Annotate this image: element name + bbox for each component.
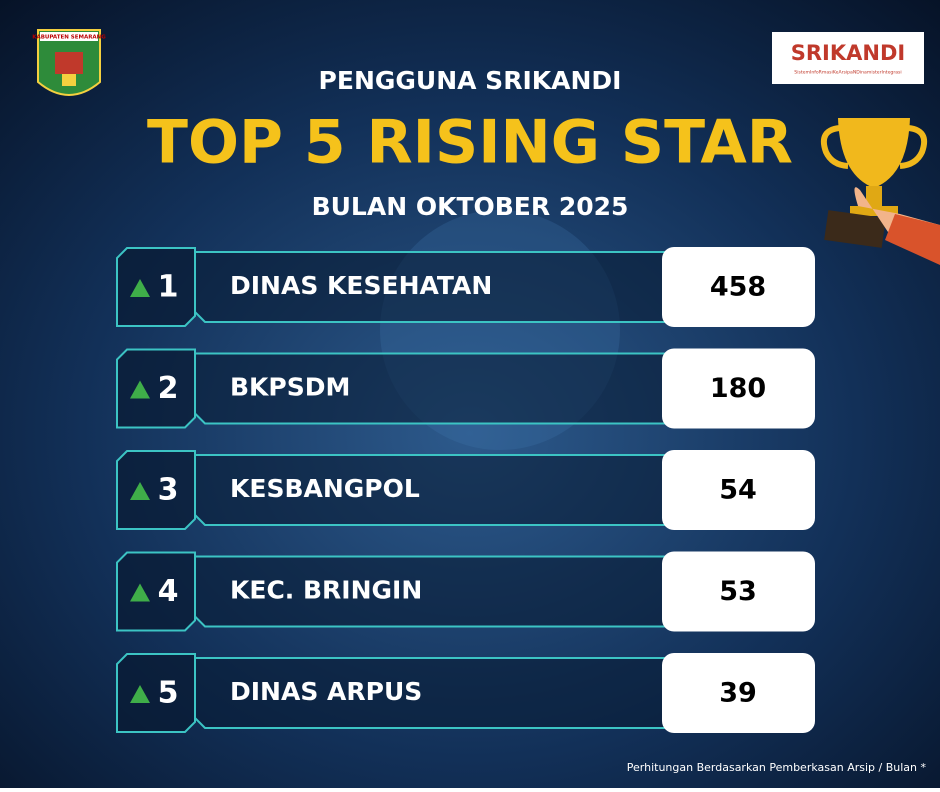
rank-number: 2: [158, 371, 179, 406]
rise-arrow: [130, 380, 150, 399]
right-logo: SRIKANDI SistemInfoRmasiKeArsipaNDinamis…: [772, 32, 924, 84]
value-box: [662, 247, 815, 327]
value-box: [662, 450, 815, 530]
trophy-icon: [820, 118, 940, 265]
department-name: KESBANGPOL: [230, 474, 420, 503]
rise-arrow: [130, 685, 150, 703]
rank-number: 1: [158, 270, 179, 305]
left-logo-text: KABUPATEN SEMARANG: [32, 35, 106, 41]
rank-number: 3: [158, 473, 179, 508]
rise-arrow: [130, 482, 150, 500]
user-count: 39: [719, 678, 757, 709]
department-name: DINAS KESEHATAN: [230, 271, 492, 300]
ranking-row: 4 KEC. BRINGIN 53: [116, 551, 815, 632]
ranking-row: 2 BKPSDM 180: [116, 348, 815, 429]
rank-number: 4: [158, 574, 179, 609]
footnote: Perhitungan Berdasarkan Pemberkasan Arsi…: [627, 761, 927, 774]
period: BULAN OKTOBER 2025: [312, 192, 629, 221]
department-name: KEC. BRINGIN: [230, 576, 422, 605]
ranking-list: 1 DINAS KESEHATAN 458 2 BKPSDM 180 3 KESBANGPOL…: [116, 247, 815, 733]
department-name: DINAS ARPUS: [230, 677, 422, 706]
department-name: BKPSDM: [230, 373, 350, 402]
rank-box: [116, 551, 196, 632]
user-count: 458: [710, 272, 766, 303]
subtitle: PENGGUNA SRIKANDI: [319, 66, 622, 95]
ranking-row: 5 DINAS ARPUS 39: [116, 653, 815, 733]
title: TOP 5 RISING STAR: [147, 108, 793, 178]
user-count: 53: [719, 576, 757, 607]
rank-box: [116, 450, 196, 530]
ranking-row: 3 KESBANGPOL 54: [116, 450, 815, 530]
left-logo: KABUPATEN SEMARANG: [32, 29, 106, 96]
rank-box: [116, 348, 196, 429]
value-box: [662, 551, 815, 632]
user-count: 180: [710, 373, 766, 404]
rise-arrow: [130, 279, 150, 297]
rank-number: 5: [158, 676, 179, 711]
rank-box: [116, 247, 196, 327]
rise-arrow: [130, 583, 150, 602]
value-box: [662, 348, 815, 429]
value-box: [662, 653, 815, 733]
user-count: 54: [719, 475, 757, 506]
ranking-row: 1 DINAS KESEHATAN 458: [116, 247, 815, 327]
rank-box: [116, 653, 196, 733]
right-logo-text: SRIKANDI: [791, 41, 905, 65]
right-logo-tagline: SistemInfoRmasiKeArsipaNDinamisterIntegr…: [794, 70, 901, 76]
